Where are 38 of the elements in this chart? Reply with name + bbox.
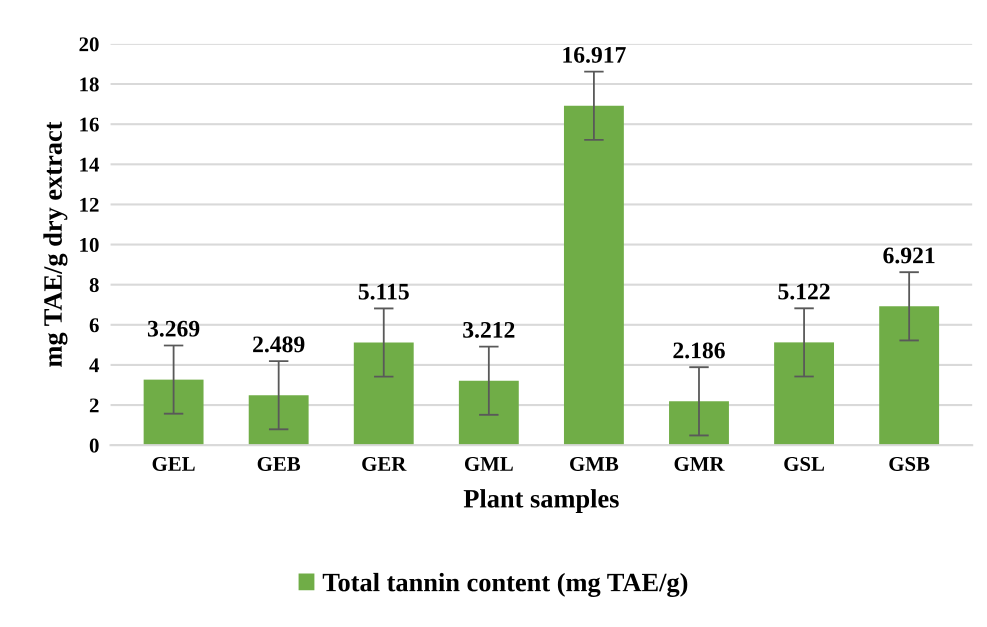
y-tick-label: 4 [89,358,100,372]
bar [879,306,940,446]
data-label: 5.122 [778,284,830,300]
data-label: 5.115 [358,284,409,300]
bar [458,380,519,446]
y-tick-label: 20 [79,37,99,52]
y-tick-label: 16 [80,118,99,132]
x-tick-label: GMR [674,456,725,471]
x-axis-title: Plant samples [464,489,619,513]
data-label: 2.489 [253,336,304,352]
bar [248,395,309,446]
x-tick-label: GER [362,456,407,471]
legend-label: Total tannin content (mg TAE/g) [322,572,688,597]
x-tick-label: GMB [570,456,618,471]
bar [564,106,624,446]
y-tick-label: 2 [90,398,99,412]
y-tick-label: 14 [80,158,100,172]
data-label: 3.212 [463,322,514,338]
data-label: 3.269 [148,320,200,337]
data-label: 6.921 [883,248,934,264]
data-label: 2.186 [673,342,725,358]
y-tick-label: 10 [80,238,99,252]
y-tick-label: 12 [80,198,99,212]
bar [144,380,204,446]
x-tick-label: GEL [152,456,195,471]
x-tick-label: GSB [889,456,930,471]
data-label: 16.917 [563,46,626,63]
bar [774,342,834,446]
y-axis-title: mg TAE/g dry extract [43,122,68,367]
y-tick-label: 0 [90,438,99,453]
bar [669,401,729,446]
y-tick-label: 6 [90,318,99,332]
x-tick-label: GML [464,456,513,471]
y-tick-label: 18 [80,77,99,92]
x-tick-label: GEB [258,456,300,471]
x-tick-label: GSL [784,456,824,471]
bar [354,342,414,446]
y-tick-label: 8 [90,278,99,292]
